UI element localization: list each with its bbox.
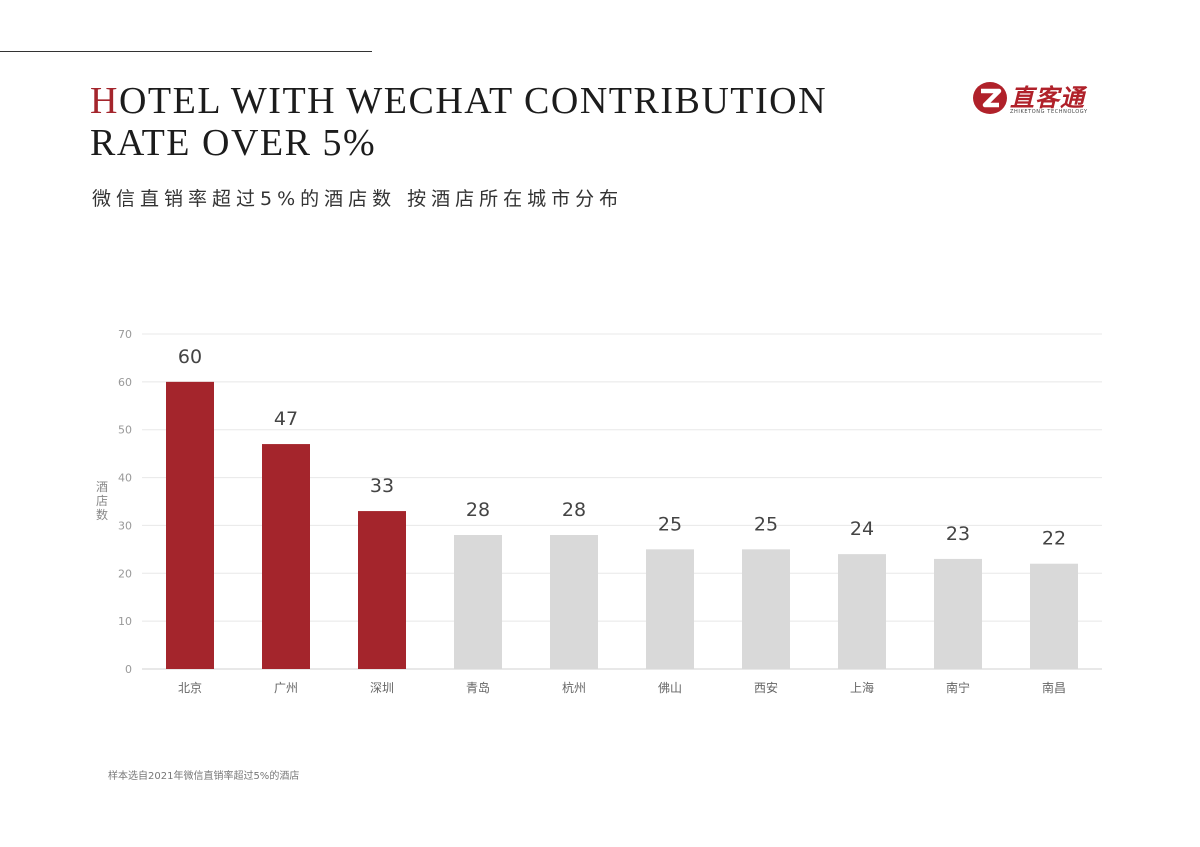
data-label: 33 [370, 475, 394, 497]
x-tick-label: 广州 [274, 681, 298, 695]
data-labels: 60 47 33 28 28 25 25 24 23 22 [178, 346, 1066, 550]
bar [934, 558, 982, 669]
bar [454, 535, 502, 669]
bar [742, 549, 790, 669]
page-title: HOTEL WITH WECHAT CONTRIBUTION RATE OVER… [90, 80, 910, 164]
x-tick-label: 青岛 [466, 680, 490, 695]
y-tick-label: 20 [118, 567, 132, 580]
top-rule [0, 51, 372, 52]
x-tick-label: 南昌 [1042, 680, 1066, 695]
bars [166, 381, 1078, 669]
data-label: 24 [850, 518, 874, 540]
brand-logo: 直客通 ZHIKETONG TECHNOLOGY [972, 78, 1102, 122]
bar [646, 549, 694, 669]
x-axis-tick-labels: 北京 广州 深圳 青岛 杭州 佛山 西安 上海 南宁 南昌 [178, 680, 1066, 695]
data-label: 28 [562, 499, 586, 521]
logo-tagline: ZHIKETONG TECHNOLOGY [1010, 109, 1088, 115]
data-label: 47 [274, 408, 298, 430]
data-label: 25 [754, 513, 778, 535]
y-axis-tick-labels: 0 10 20 30 40 50 60 70 [118, 328, 132, 676]
data-label: 22 [1042, 528, 1066, 550]
footnote: 样本选自2021年微信直销率超过5%的酒店 [108, 771, 300, 782]
y-tick-label: 50 [118, 424, 132, 437]
title-line2: RATE OVER 5% [90, 122, 377, 164]
y-axis-label: 酒店数 [96, 480, 108, 522]
y-tick-label: 30 [118, 519, 132, 532]
bar [838, 554, 886, 669]
x-tick-label: 深圳 [370, 681, 394, 695]
y-tick-label: 40 [118, 472, 132, 485]
x-tick-label: 杭州 [562, 680, 586, 695]
data-label: 25 [658, 513, 682, 535]
y-tick-label: 0 [125, 663, 132, 676]
page-subtitle: 微信直销率超过5%的酒店数 按酒店所在城市分布 [92, 188, 624, 210]
title-line1: OTEL WITH WECHAT CONTRIBUTION [118, 80, 828, 122]
y-tick-label: 60 [118, 376, 132, 389]
bar [550, 535, 598, 669]
x-tick-label: 佛山 [658, 681, 682, 695]
logo-name: 直客通 [1010, 84, 1085, 112]
y-tick-label: 70 [118, 328, 132, 341]
x-tick-label: 西安 [754, 680, 778, 695]
bar [358, 511, 406, 669]
x-tick-label: 北京 [178, 681, 202, 695]
z-logo-icon [973, 82, 1007, 114]
x-tick-label: 上海 [850, 680, 874, 695]
data-label: 23 [946, 523, 970, 545]
data-label: 28 [466, 499, 490, 521]
x-tick-label: 南宁 [946, 680, 970, 695]
bar [1030, 563, 1078, 669]
y-tick-label: 10 [118, 615, 132, 628]
title-initial: H [90, 80, 119, 122]
data-label: 60 [178, 346, 202, 368]
bar [166, 381, 214, 669]
bar [262, 444, 310, 669]
